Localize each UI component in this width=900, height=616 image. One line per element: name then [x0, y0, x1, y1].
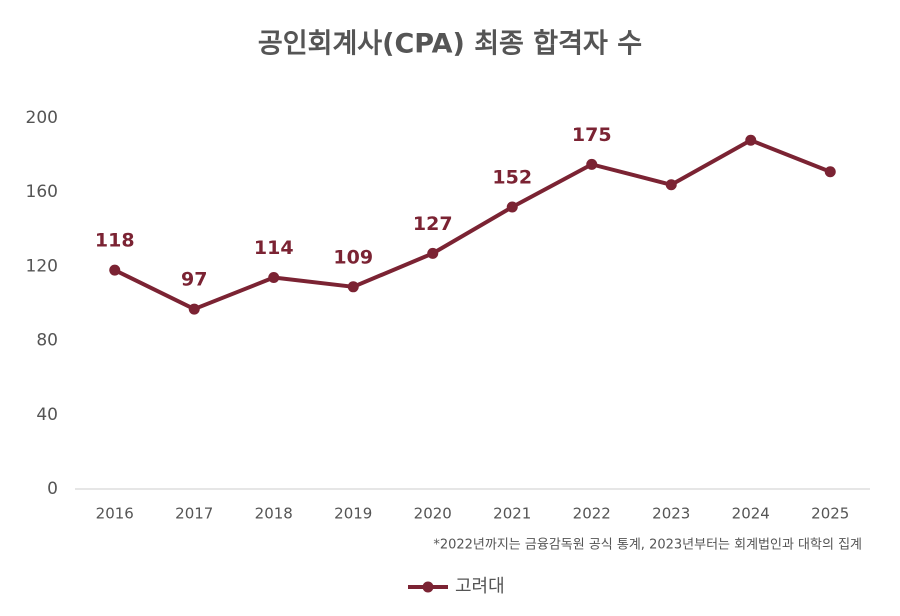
line [113, 138, 831, 312]
data-label: 114 [254, 237, 294, 259]
y-tick-label: 80 [36, 331, 58, 351]
point [824, 166, 836, 178]
data-label: 152 [492, 167, 532, 189]
point [427, 247, 439, 259]
chart-title: 공인회계사(CPA) 최종 합격자 수 [258, 29, 642, 60]
x-tick-label: 2025 [811, 505, 849, 523]
point [188, 303, 200, 315]
point [347, 281, 359, 293]
data-label: 97 [181, 269, 207, 291]
data-label: 127 [413, 213, 453, 235]
y-tick-label: 0 [47, 479, 58, 499]
x-tick-label: 2024 [732, 505, 770, 523]
x-tick-label: 2019 [334, 505, 372, 523]
legend-label: 고려대 [455, 576, 505, 597]
x-tick-label: 2016 [96, 505, 134, 523]
point [586, 158, 598, 170]
point [745, 134, 757, 146]
point [268, 272, 280, 284]
x-tick-label: 2022 [573, 505, 611, 523]
data-label: 118 [95, 230, 135, 252]
y-tick-label: 120 [26, 256, 58, 276]
x-tick-label: 2017 [175, 505, 213, 523]
x-tick-label: 2020 [414, 505, 452, 523]
y-tick-label: 160 [26, 182, 58, 202]
x-tick-label: 2018 [255, 505, 293, 523]
y-tick-label: 40 [36, 405, 58, 425]
data-label: 109 [333, 246, 373, 268]
point [665, 179, 677, 191]
legend-marker [422, 581, 434, 593]
point [506, 201, 518, 213]
x-tick-label: 2023 [652, 505, 690, 523]
note: *2022년까지는 금융감독원 공식 통계, 2023년부터는 회계법인과 대학… [433, 538, 862, 553]
point [109, 264, 121, 276]
y-tick-label: 200 [26, 108, 58, 128]
x-tick-label: 2021 [493, 505, 531, 523]
data-label: 175 [572, 124, 612, 146]
